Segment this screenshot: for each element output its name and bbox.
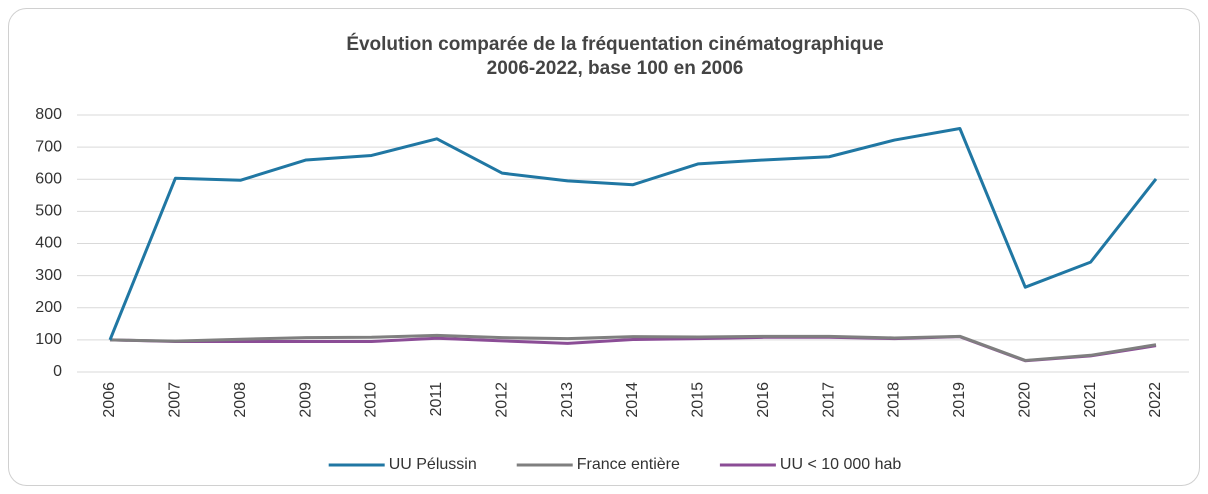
y-tick-label: 600: [35, 170, 62, 187]
chart-title: 2006-2022, base 100 en 2006: [487, 58, 744, 79]
x-tick-label: 2014: [624, 382, 641, 418]
x-tick-label: 2022: [1147, 382, 1164, 418]
x-tick-label: 2019: [951, 382, 968, 418]
x-tick-label: 2012: [493, 382, 510, 418]
y-tick-label: 400: [35, 235, 62, 252]
x-tick-label: 2009: [297, 382, 314, 418]
x-tick-label: 2008: [232, 382, 249, 418]
y-tick-label: 700: [35, 138, 62, 155]
y-tick-label: 800: [35, 106, 62, 123]
y-tick-label: 0: [53, 363, 62, 380]
legend-label: UU Pélussin: [389, 456, 477, 473]
legend-label: France entière: [577, 456, 680, 473]
x-tick-label: 2017: [820, 382, 837, 418]
series-line: [108, 126, 1158, 341]
x-tick-label: 2018: [886, 382, 903, 418]
chart-title: Évolution comparée de la fréquentation c…: [346, 33, 883, 55]
x-tick-label: 2020: [1016, 382, 1033, 418]
legend-label: UU < 10 000 hab: [780, 456, 902, 473]
x-tick-label: 2010: [363, 382, 380, 418]
x-tick-label: 2021: [1082, 382, 1099, 418]
x-tick-label: 2006: [101, 382, 118, 418]
x-tick-label: 2015: [690, 382, 707, 418]
y-tick-label: 500: [35, 203, 62, 220]
x-tick-label: 2011: [428, 382, 445, 417]
chart-frame: [8, 8, 1200, 486]
y-tick-label: 300: [35, 267, 62, 284]
x-tick-label: 2013: [559, 382, 576, 418]
x-tick-label: 2007: [167, 382, 184, 418]
series-line: [109, 333, 1157, 362]
y-tick-label: 100: [35, 331, 62, 348]
x-tick-label: 2016: [755, 382, 772, 418]
y-tick-label: 200: [35, 299, 62, 316]
